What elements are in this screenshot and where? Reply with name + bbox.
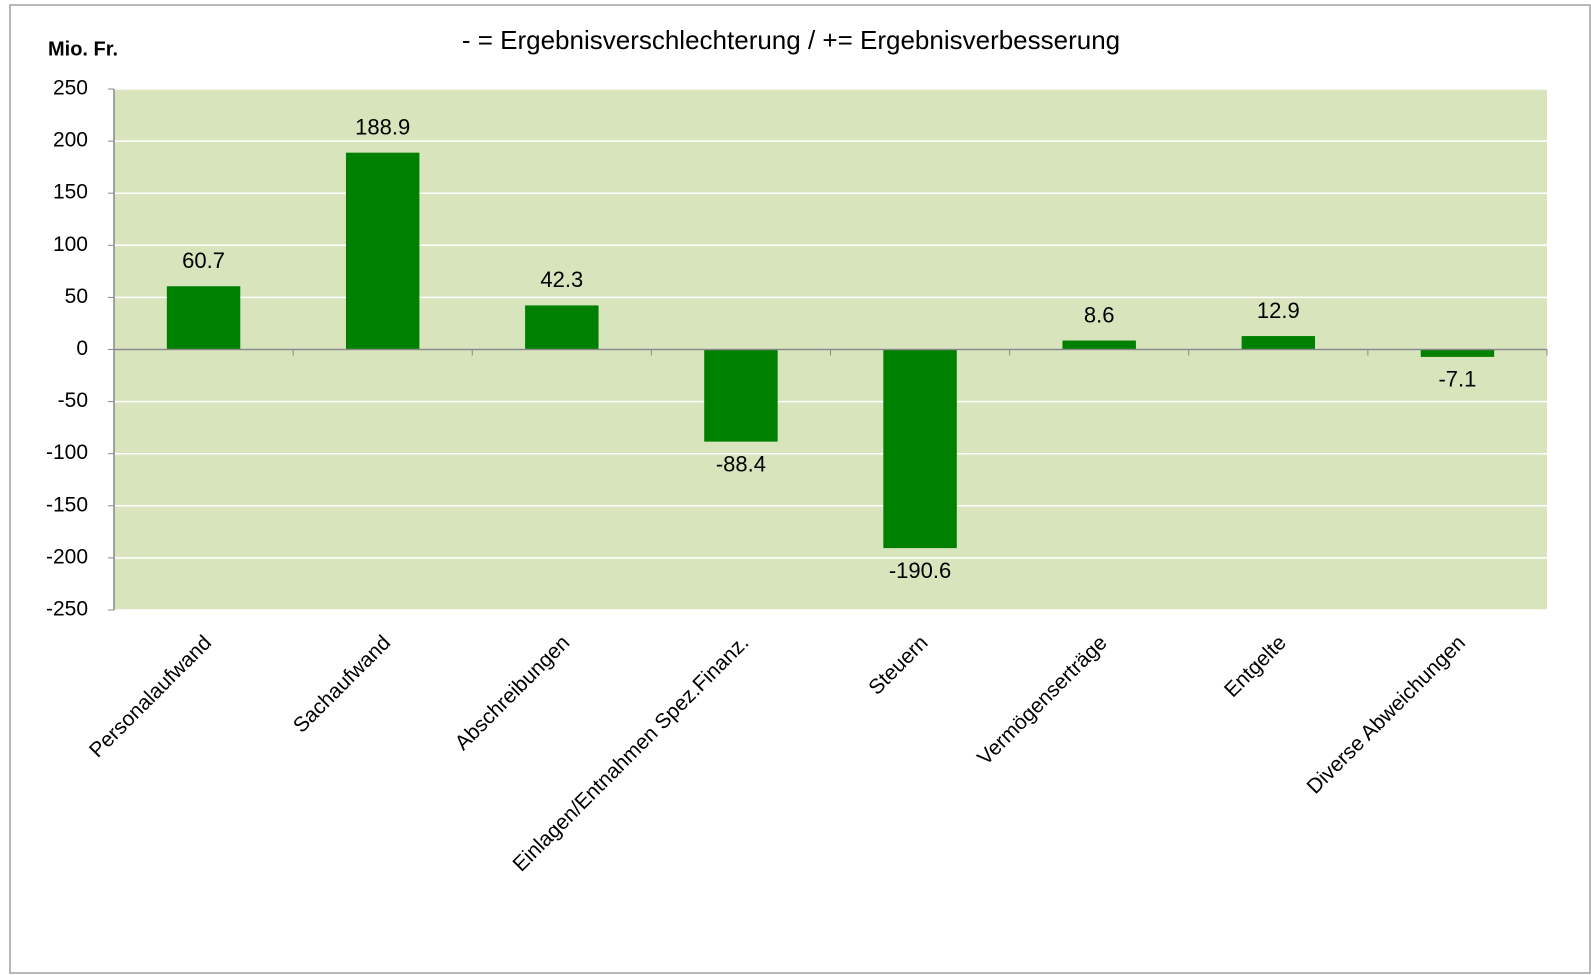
y-axis-label: Mio. Fr. xyxy=(48,38,118,60)
bar xyxy=(166,286,241,350)
data-label: 8.6 xyxy=(1084,302,1115,327)
bar xyxy=(1241,336,1316,350)
y-tick-label: -250 xyxy=(46,598,88,621)
chart-title: - = Ergebnisverschlechterung / += Ergebn… xyxy=(462,25,1120,55)
data-label: 60.7 xyxy=(182,248,225,273)
data-label: 12.9 xyxy=(1257,298,1300,323)
y-tick-label: -100 xyxy=(46,441,88,464)
y-tick-label: -150 xyxy=(46,493,88,516)
y-tick-label: -50 xyxy=(58,389,88,412)
bar xyxy=(1062,340,1136,350)
data-label: 42.3 xyxy=(540,267,583,292)
data-label: -88.4 xyxy=(716,451,766,476)
y-tick-label: 0 xyxy=(76,337,88,360)
data-label: -7.1 xyxy=(1438,367,1476,392)
y-tick-label: 150 xyxy=(53,181,88,204)
data-label: 188.9 xyxy=(355,114,410,139)
bar xyxy=(345,152,420,350)
bar xyxy=(704,349,778,442)
y-tick-label: 100 xyxy=(53,233,88,256)
bar xyxy=(883,349,957,549)
y-tick-label: 50 xyxy=(65,285,88,308)
y-tick-label: 200 xyxy=(53,129,88,152)
bar xyxy=(1420,349,1495,357)
y-tick-label: 250 xyxy=(53,77,88,100)
y-tick-label: -200 xyxy=(46,545,88,568)
data-label: -190.6 xyxy=(889,558,951,583)
bar xyxy=(525,305,599,350)
